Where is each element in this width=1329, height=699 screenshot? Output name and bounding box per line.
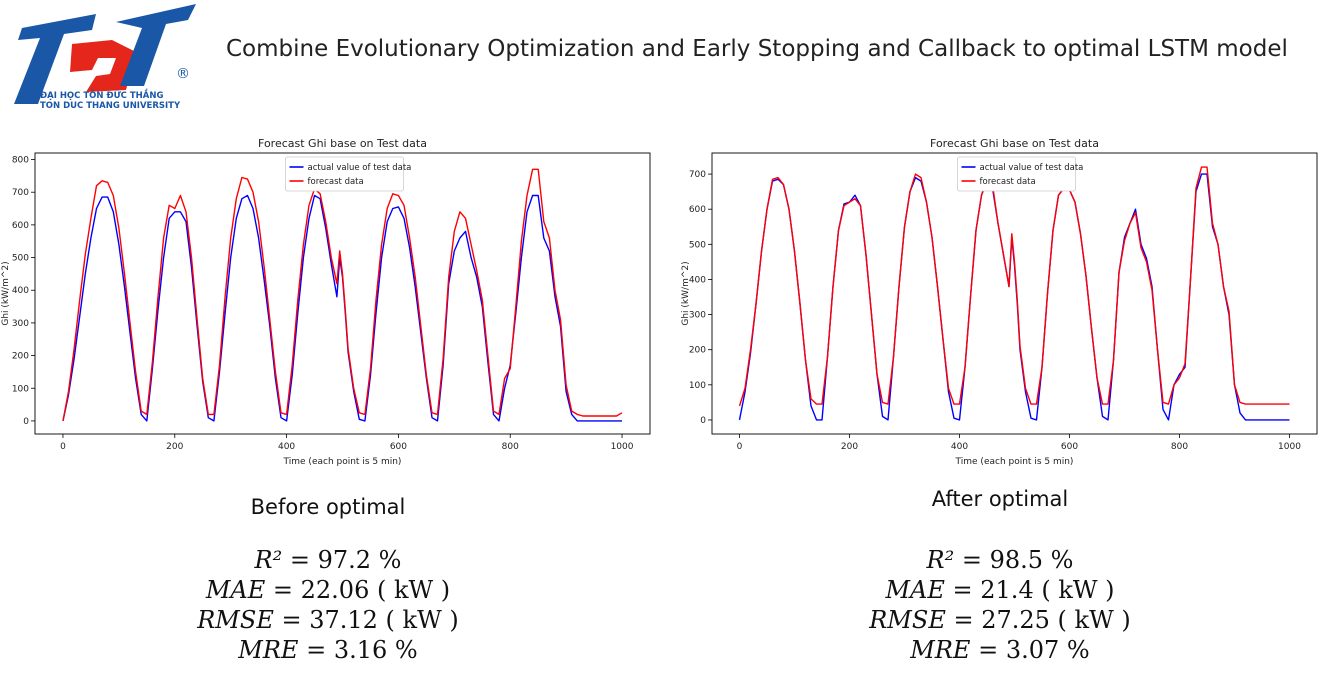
- y-tick-label: 500: [12, 254, 29, 264]
- plot-frame: [34, 152, 651, 435]
- x-tick-label: 1000: [1278, 442, 1301, 452]
- y-tick-label: 100: [689, 381, 706, 391]
- x-tick-label: 400: [278, 442, 295, 452]
- legend: actual value of test data forecast data: [285, 156, 412, 192]
- y-tick-label: 100: [12, 384, 29, 394]
- x-tick-label: 200: [166, 442, 183, 452]
- y-tick-label: 0: [700, 416, 706, 426]
- plot-frame: [711, 152, 1318, 435]
- y-tick-label: 700: [12, 188, 29, 198]
- series-line-forecast: [62, 168, 623, 422]
- x-tick-label: 600: [390, 442, 407, 452]
- series-line-forecast: [738, 166, 1290, 407]
- y-tick-label: 600: [689, 205, 706, 215]
- series-line-actual: [738, 173, 1290, 421]
- x-tick-label: 200: [841, 442, 858, 452]
- caption-after: After optimal: [931, 487, 1069, 511]
- x-tick-label: 0: [737, 442, 743, 452]
- logo-line2: TON DUC THANG UNIVERSITY: [40, 101, 181, 111]
- x-tick-label: 1000: [611, 442, 634, 452]
- y-tick-label: 400: [689, 275, 706, 285]
- y-tick-label: 300: [12, 319, 29, 329]
- y-tick-label: 0: [23, 417, 29, 427]
- metric-mae: MAE = 22.06 ( kW ): [205, 576, 451, 604]
- metric-mae: MAE = 21.4 ( kW ): [885, 576, 1115, 604]
- series-line-actual: [62, 194, 622, 422]
- x-tick-label: 600: [1061, 442, 1078, 452]
- legend-label: forecast data: [980, 177, 1036, 187]
- y-tick-label: 200: [689, 346, 706, 356]
- x-tick-label: 400: [951, 442, 968, 452]
- metrics-after: R² = 98.5 % MAE = 21.4 ( kW ) RMSE = 27.…: [850, 545, 1150, 665]
- metric-r2: R² = 97.2 %: [254, 546, 402, 574]
- metric-mre: MRE = 3.16 %: [238, 636, 418, 664]
- y-tick-label: 200: [12, 352, 29, 362]
- metric-mre: MRE = 3.07 %: [910, 636, 1090, 664]
- legend: actual value of test data forecast data: [957, 156, 1084, 192]
- y-tick-label: 500: [689, 240, 706, 250]
- legend-box: [285, 156, 404, 192]
- y-tick-label: 400: [12, 286, 29, 296]
- y-axis-label: Ghi (kW/m^2): [681, 261, 691, 325]
- x-tick-label: 800: [502, 442, 519, 452]
- chart-title: Forecast Ghi base on Test data: [930, 137, 1099, 150]
- slide-title: Combine Evolutionary Optimization and Ea…: [226, 36, 1288, 62]
- chart-after: Forecast Ghi base on Test data 0 200 400 600…: [680, 128, 1320, 473]
- y-axis-label: Ghi (kW/m^2): [1, 261, 11, 325]
- chart-before: Forecast Ghi base on Test data 0 200 400 600…: [0, 128, 660, 473]
- metric-r2: R² = 98.5 %: [926, 546, 1074, 574]
- chart-svg: Forecast Ghi base on Test data 0 200 400 600…: [1, 137, 651, 467]
- registered-mark: ®: [176, 66, 190, 82]
- tdtu-logo: ® ĐẠI HỌC TÔN ĐỨC THẮNG TON DUC THANG UN…: [0, 0, 205, 112]
- x-tick-label: 0: [60, 442, 66, 452]
- y-tick-label: 300: [689, 311, 706, 321]
- legend-label: actual value of test data: [980, 163, 1084, 173]
- y-tick-label: 700: [689, 170, 706, 180]
- chart-title: Forecast Ghi base on Test data: [258, 137, 427, 150]
- legend-box: [957, 156, 1076, 192]
- x-axis-label: Time (each point is 5 min): [955, 457, 1074, 467]
- y-tick-label: 800: [12, 156, 29, 166]
- logo-line1: ĐẠI HỌC TÔN ĐỨC THẮNG: [40, 88, 163, 101]
- legend-label: forecast data: [308, 177, 364, 187]
- x-tick-label: 800: [1171, 442, 1188, 452]
- legend-label: actual value of test data: [308, 163, 412, 173]
- metric-rmse: RMSE = 27.25 ( kW ): [869, 606, 1131, 634]
- metrics-before: R² = 97.2 % MAE = 22.06 ( kW ) RMSE = 37…: [178, 545, 478, 665]
- y-tick-label: 600: [12, 221, 29, 231]
- metric-rmse: RMSE = 37.12 ( kW ): [197, 606, 459, 634]
- caption-before: Before optimal: [250, 495, 406, 519]
- chart-svg: Forecast Ghi base on Test data 0 200 400 600…: [681, 137, 1318, 467]
- x-axis-label: Time (each point is 5 min): [283, 457, 402, 467]
